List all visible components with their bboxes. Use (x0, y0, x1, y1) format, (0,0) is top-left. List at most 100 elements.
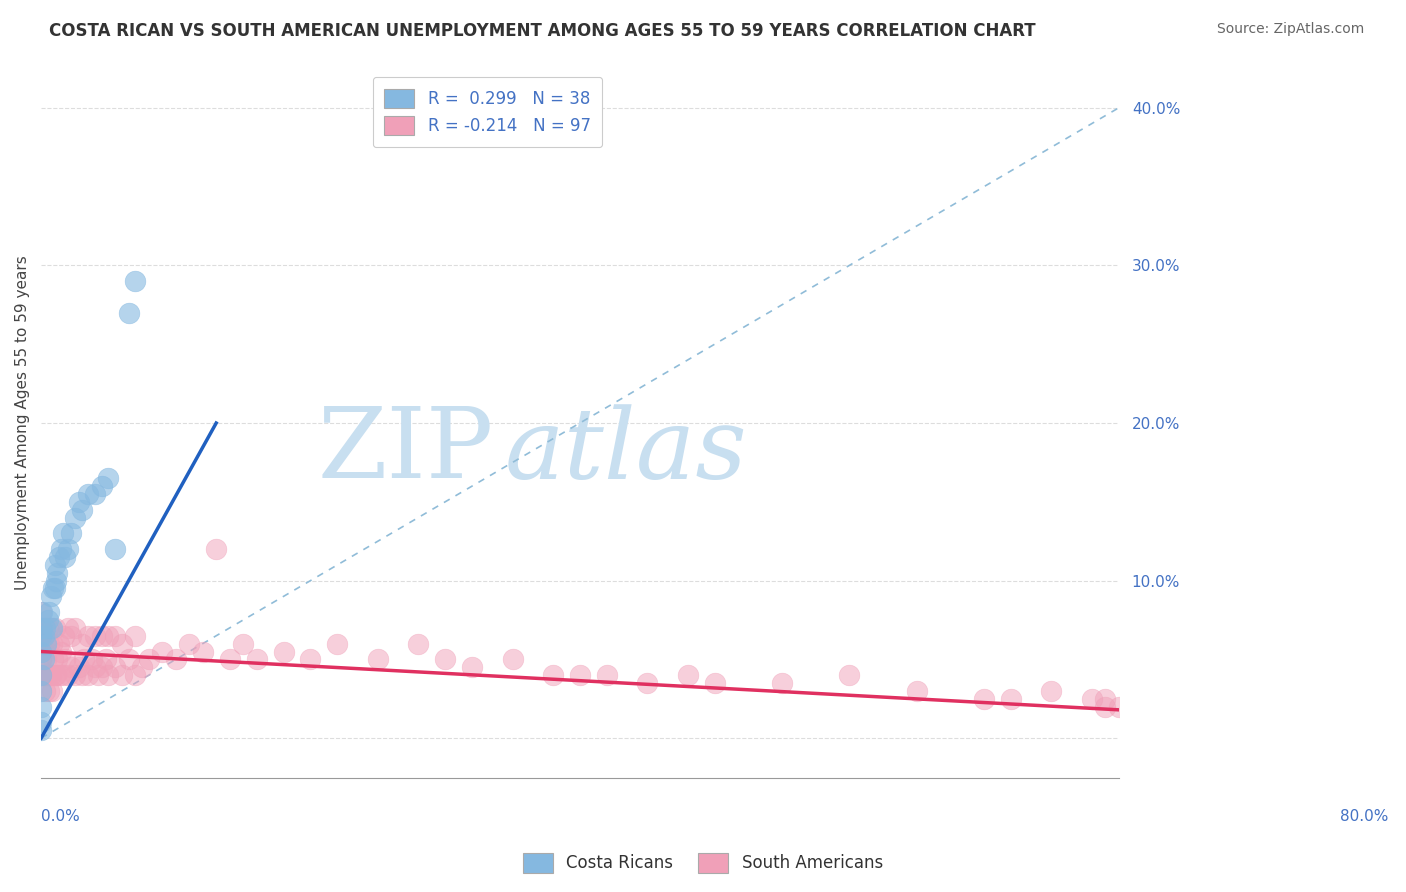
Point (63, 621, 86, 635)
Point (44, 668, 66, 682)
Point (48, 549, 70, 564)
Point (90, 660, 112, 674)
Point (406, 637, 429, 651)
Legend: Costa Ricans, South Americans: Costa Ricans, South Americans (516, 847, 890, 880)
Point (30, 684, 52, 698)
Point (56, 542, 79, 557)
Point (84, 660, 107, 674)
Point (59, 660, 82, 674)
Point (30, 644, 52, 658)
Point (41, 621, 63, 635)
Point (94, 652, 117, 666)
Point (1040, 684, 1063, 698)
Point (770, 676, 793, 690)
Point (35, 637, 58, 651)
Point (63, 510, 86, 524)
Point (232, 637, 254, 651)
Point (191, 644, 214, 658)
Point (32, 629, 55, 643)
Point (273, 644, 295, 658)
Point (973, 691, 995, 706)
Point (41, 684, 63, 698)
Point (30, 652, 52, 666)
Point (56, 621, 79, 635)
Point (165, 652, 187, 666)
Point (905, 684, 928, 698)
Text: 80.0%: 80.0% (1340, 809, 1388, 824)
Point (73, 652, 96, 666)
Point (434, 652, 457, 666)
Point (30, 715, 52, 730)
Point (326, 637, 349, 651)
Point (90, 629, 112, 643)
Point (70, 502, 93, 516)
Point (45, 668, 67, 682)
Point (568, 668, 591, 682)
Point (30, 637, 52, 651)
Point (32, 621, 55, 635)
Point (31, 621, 53, 635)
Point (461, 660, 484, 674)
Point (90, 479, 112, 493)
Point (34, 684, 56, 698)
Point (97, 668, 120, 682)
Point (59, 526, 82, 541)
Point (596, 668, 619, 682)
Point (124, 274, 146, 288)
Point (53, 652, 76, 666)
Point (77, 629, 100, 643)
Point (1094, 691, 1116, 706)
Point (30, 699, 52, 714)
Point (56, 668, 79, 682)
Point (97, 471, 120, 485)
Point (42, 652, 65, 666)
Point (138, 652, 160, 666)
Point (35, 652, 58, 666)
Point (77, 668, 100, 682)
Point (124, 629, 146, 643)
Point (131, 660, 153, 674)
Point (82, 652, 104, 666)
Point (124, 668, 146, 682)
Point (104, 660, 127, 674)
Point (38, 605, 60, 619)
Point (39, 621, 62, 635)
Point (32, 652, 55, 666)
Point (218, 652, 240, 666)
Point (42, 582, 65, 596)
Point (30, 637, 52, 651)
Text: atlas: atlas (505, 404, 747, 499)
Point (1000, 691, 1022, 706)
Point (84, 629, 107, 643)
Point (205, 542, 228, 557)
Point (30, 723, 52, 738)
Point (30, 605, 52, 619)
Point (30, 629, 52, 643)
Point (1080, 691, 1102, 706)
Point (30, 668, 52, 682)
Point (367, 652, 389, 666)
Point (1108, 699, 1130, 714)
Point (636, 676, 658, 690)
Point (67, 495, 90, 509)
Point (38, 637, 60, 651)
Point (52, 668, 75, 682)
Point (37, 613, 59, 627)
Point (32, 668, 55, 682)
Point (67, 660, 90, 674)
Point (53, 549, 76, 564)
Point (541, 668, 564, 682)
Text: ZIP: ZIP (318, 403, 494, 500)
Point (86, 668, 108, 682)
Point (30, 668, 52, 682)
Point (34, 637, 56, 651)
Point (59, 629, 82, 643)
Point (30, 621, 52, 635)
Point (45, 574, 67, 588)
Point (703, 676, 725, 690)
Point (44, 558, 66, 572)
Point (246, 652, 269, 666)
Text: 0.0%: 0.0% (41, 809, 80, 824)
Point (46, 566, 69, 580)
Point (48, 637, 70, 651)
